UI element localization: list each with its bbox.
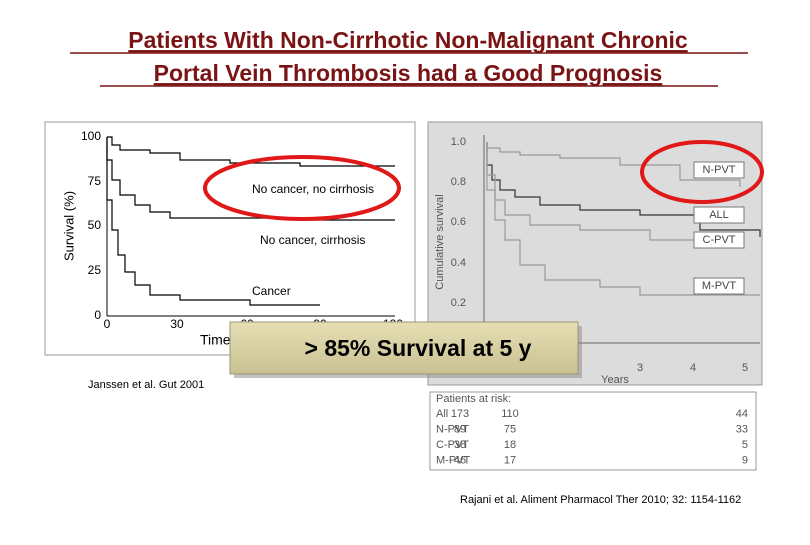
highlight-ellipse <box>203 155 401 221</box>
curve <box>486 142 701 245</box>
table-cell: 89 <box>454 423 466 435</box>
table-cell: 75 <box>504 423 516 435</box>
curve-label-box <box>693 231 745 249</box>
y-axis-label: Survival (%) <box>61 191 76 261</box>
y-tick-label: 25 <box>88 263 102 277</box>
table-title: Patients at risk: <box>436 393 511 405</box>
title-line: Portal Vein Thrombosis had a Good Progno… <box>154 60 663 86</box>
table-cell: 110 <box>501 408 519 420</box>
y-tick-label: 0.6 <box>451 216 466 228</box>
curve-label-box <box>693 206 745 224</box>
table-cell: 33 <box>736 423 748 435</box>
risk-table <box>429 391 757 471</box>
x-axis-label: Years <box>601 374 629 386</box>
table-cell: 9 <box>742 454 748 466</box>
curve <box>486 142 760 296</box>
curve-label: ALL <box>709 209 729 221</box>
curve <box>106 137 320 306</box>
table-cell: All <box>436 408 448 420</box>
y-tick-label: 1.0 <box>451 136 466 148</box>
table-cell: C-PVT <box>436 439 469 451</box>
curve-label-box <box>693 161 745 179</box>
table-cell: 5 <box>742 439 748 451</box>
callout <box>229 321 579 375</box>
curve <box>106 137 395 221</box>
table-cell: 38 <box>454 439 466 451</box>
curve-label-box <box>693 277 745 295</box>
curve-label: M-PVT <box>702 280 737 292</box>
curve <box>107 136 395 167</box>
curve-label: No cancer, cirrhosis <box>260 233 365 247</box>
y-tick-label: 0.8 <box>451 176 466 188</box>
y-tick-label: 0.2 <box>451 297 466 309</box>
curve-label: Cancer <box>252 284 291 298</box>
y-tick-label: 0.4 <box>451 257 466 269</box>
curve-label: No cancer, no cirrhosis <box>252 182 374 196</box>
y-tick-label: 50 <box>88 218 102 232</box>
y-tick-label: 100 <box>81 129 101 143</box>
curve <box>486 142 741 187</box>
x-tick-label: 5 <box>742 362 748 374</box>
highlight-ellipse <box>640 140 764 204</box>
citation: Janssen et al. Gut 2001 <box>88 379 204 391</box>
callout-text: > 85% Survival at 5 y <box>305 335 532 361</box>
table-cell: 44 <box>736 408 748 420</box>
title-line: Patients With Non-Cirrhotic Non-Malignan… <box>128 27 688 53</box>
y-axis-label: Cumulative survival <box>434 194 446 289</box>
y-tick-label: 75 <box>88 174 102 188</box>
x-tick-label: 3 <box>637 362 643 374</box>
table-cell: 17 <box>504 454 516 466</box>
curve-label: C-PVT <box>703 234 736 246</box>
table-cell: N-PVT <box>436 423 469 435</box>
citation: Rajani et al. Aliment Pharmacol Ther 201… <box>460 494 741 506</box>
x-tick-label: 0 <box>104 317 111 331</box>
table-cell: M-PVT <box>436 454 471 466</box>
x-tick-label: 30 <box>170 317 184 331</box>
x-tick-label: 4 <box>690 362 696 374</box>
table-cell: 18 <box>504 439 516 451</box>
table-cell: 173 <box>451 408 469 420</box>
curve-label: N-PVT <box>703 164 736 176</box>
table-cell: 46 <box>454 454 466 466</box>
y-tick-label: 0 <box>94 308 101 322</box>
km-curves <box>106 136 395 306</box>
